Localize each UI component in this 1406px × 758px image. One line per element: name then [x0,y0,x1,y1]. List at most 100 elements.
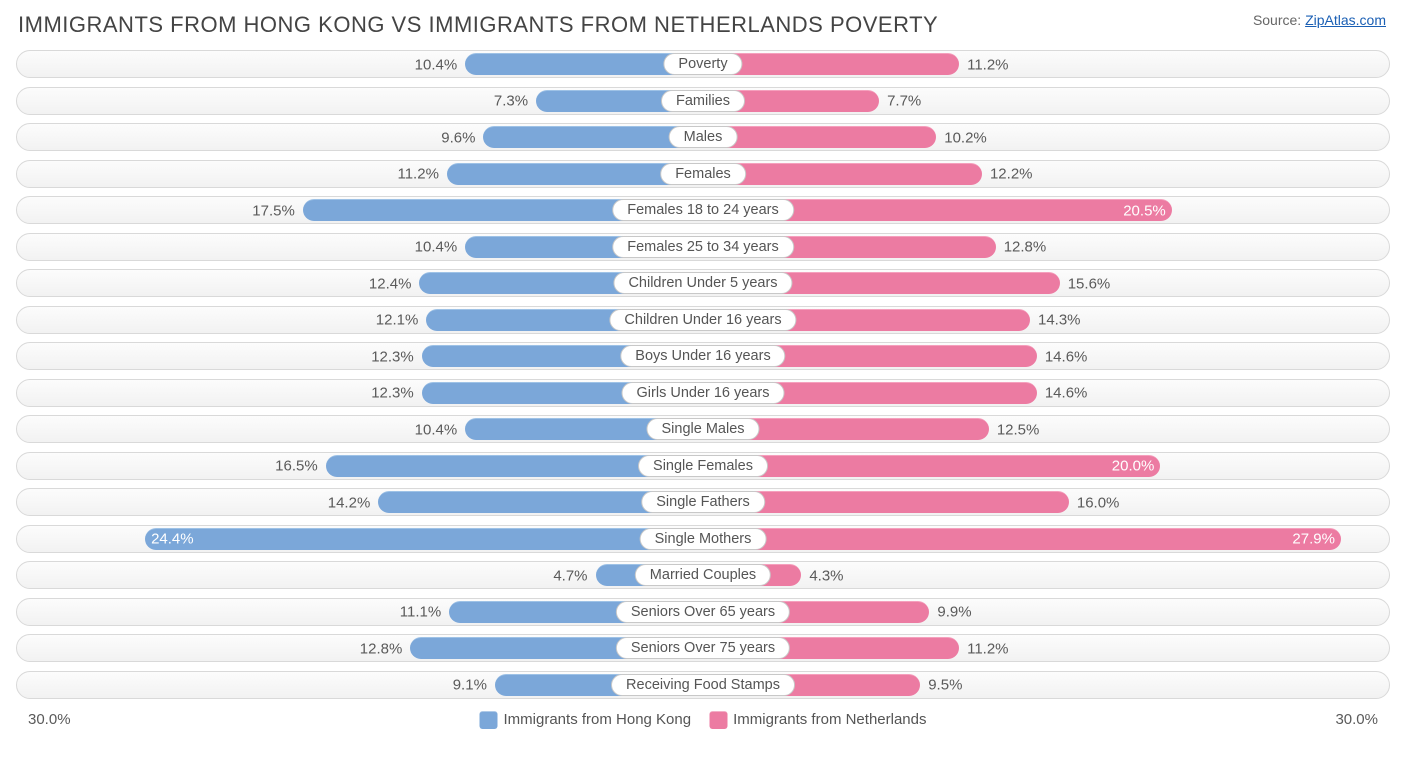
header: IMMIGRANTS FROM HONG KONG VS IMMIGRANTS … [0,0,1406,44]
value-right: 20.0% [1112,458,1155,475]
bar-row: 9.6%10.2%Males [16,123,1390,151]
category-label: Seniors Over 75 years [616,637,790,659]
legend-item-right: Immigrants from Netherlands [709,711,926,729]
bar-half-right: 14.6% [703,343,1389,369]
bar-half-left: 24.4% [17,526,703,552]
bar-half-left: 16.5% [17,453,703,479]
source-link[interactable]: ZipAtlas.com [1305,12,1386,28]
bar-half-left: 10.4% [17,416,703,442]
bar-half-left: 14.2% [17,489,703,515]
bar-half-left: 10.4% [17,234,703,260]
value-left: 4.7% [553,567,587,584]
legend-label-right: Immigrants from Netherlands [733,711,926,728]
axis-max-right: 30.0% [1335,711,1378,728]
chart-footer: 30.0% Immigrants from Hong Kong Immigran… [0,709,1406,730]
bar-half-right: 20.5% [703,197,1389,223]
value-left: 9.6% [441,129,475,146]
category-label: Children Under 16 years [609,309,796,331]
bar-row: 10.4% 11.2% Poverty [16,50,1390,78]
value-right: 20.5% [1123,202,1166,219]
category-label: Poverty [663,53,742,75]
value-left: 14.2% [328,494,371,511]
bar-half-right: 12.8% [703,234,1389,260]
category-label: Females 18 to 24 years [612,199,794,221]
value-left: 12.8% [360,640,403,657]
category-label: Males [669,126,738,148]
bar-half-left: 7.3% [17,88,703,114]
bar-half-right: 9.5% [703,672,1389,698]
value-left: 10.4% [415,56,458,73]
bar-half-right: 9.9% [703,599,1389,625]
bar-half-right: 27.9% [703,526,1389,552]
bar-right: 10.2% [703,126,936,148]
bar-row: 12.3%14.6%Girls Under 16 years [16,379,1390,407]
bar-half-left: 11.2% [17,161,703,187]
bar-half-right: 12.2% [703,161,1389,187]
bar-row: 16.5% 20.0% Single Females [16,452,1390,480]
value-right: 15.6% [1068,275,1111,292]
bar-half-right: 4.3% [703,562,1389,588]
bar-half-right: 14.3% [703,307,1389,333]
bar-row: 7.3% 7.7%Families [16,87,1390,115]
bar-half-left: 12.3% [17,343,703,369]
category-label: Seniors Over 65 years [616,601,790,623]
legend-label-left: Immigrants from Hong Kong [504,711,692,728]
bar-half-left: 12.1% [17,307,703,333]
category-label: Receiving Food Stamps [611,674,795,696]
category-label: Females 25 to 34 years [612,236,794,258]
bar-half-left: 9.6% [17,124,703,150]
bar-half-right: 11.2% [703,51,1389,77]
bar-right: 27.9% [703,528,1341,550]
bar-half-right: 10.2% [703,124,1389,150]
bar-row: 12.8% 11.2% Seniors Over 75 years [16,634,1390,662]
category-label: Females [660,163,746,185]
value-left: 12.1% [376,312,419,329]
axis-max-left: 30.0% [28,711,71,728]
bar-half-left: 12.4% [17,270,703,296]
bar-half-right: 12.5% [703,416,1389,442]
bar-half-left: 11.1% [17,599,703,625]
category-label: Single Males [646,418,759,440]
bar-half-right: 7.7% [703,88,1389,114]
bar-row: 11.1% 9.9%Seniors Over 65 years [16,598,1390,626]
value-left: 10.4% [415,239,458,256]
bar-left: 24.4% [145,528,703,550]
value-left: 12.4% [369,275,412,292]
value-right: 14.6% [1045,348,1088,365]
bar-half-left: 17.5% [17,197,703,223]
value-right: 11.2% [967,640,1008,657]
bar-row: 10.4% 12.5%Single Males [16,415,1390,443]
chart-title: IMMIGRANTS FROM HONG KONG VS IMMIGRANTS … [18,12,938,38]
category-label: Children Under 5 years [613,272,792,294]
bar-half-right: 16.0% [703,489,1389,515]
value-left: 24.4% [151,531,194,548]
legend: Immigrants from Hong Kong Immigrants fro… [480,711,927,729]
value-right: 11.2% [967,56,1008,73]
category-label: Boys Under 16 years [620,345,785,367]
value-left: 9.1% [453,677,487,694]
value-left: 17.5% [252,202,295,219]
bar-half-left: 12.3% [17,380,703,406]
value-right: 14.6% [1045,385,1088,402]
value-right: 9.5% [928,677,962,694]
legend-swatch-blue [480,711,498,729]
value-right: 10.2% [944,129,987,146]
bar-row: 4.7%4.3%Married Couples [16,561,1390,589]
category-label: Single Fathers [641,491,765,513]
value-left: 11.1% [400,604,441,621]
value-right: 12.2% [990,166,1033,183]
bar-row: 12.1% 14.3% Children Under 16 years [16,306,1390,334]
category-label: Single Females [638,455,768,477]
bar-half-right: 14.6% [703,380,1389,406]
bar-half-right: 20.0% [703,453,1389,479]
category-label: Families [661,90,745,112]
bar-half-left: 9.1% [17,672,703,698]
value-left: 12.3% [371,348,414,365]
value-left: 7.3% [494,93,528,110]
value-left: 11.2% [397,166,438,183]
value-right: 14.3% [1038,312,1081,329]
bar-row: 14.2% 16.0%Single Fathers [16,488,1390,516]
legend-item-left: Immigrants from Hong Kong [480,711,692,729]
value-right: 4.3% [809,567,843,584]
value-left: 10.4% [415,421,458,438]
